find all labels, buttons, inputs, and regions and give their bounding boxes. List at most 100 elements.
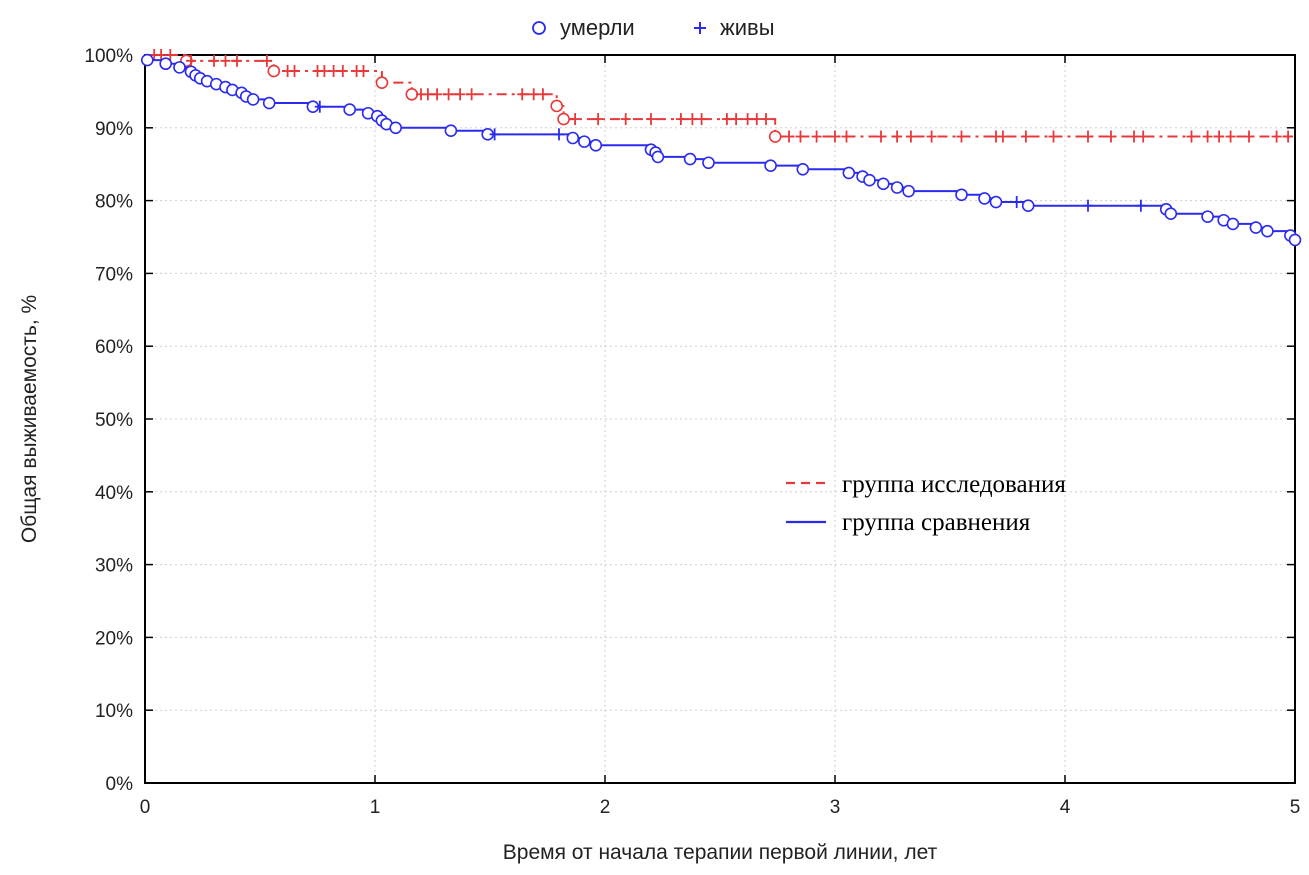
censored-marker <box>570 113 581 126</box>
y-tick-label: 100% <box>84 46 133 67</box>
study-group-legend-label: группа исследования <box>842 471 1066 498</box>
x-axis-ticks: 0 1 2 3 4 5 <box>140 55 1300 818</box>
died-marker <box>796 162 810 176</box>
censored-marker <box>220 54 231 67</box>
grid <box>145 55 1295 783</box>
died-marker <box>890 181 904 194</box>
censored-marker <box>721 113 732 126</box>
censored-marker <box>1011 196 1022 209</box>
died-marker <box>1164 207 1178 221</box>
died-marker <box>702 156 715 170</box>
alive-marker-icon <box>694 22 706 34</box>
censored-marker <box>314 100 325 113</box>
died-marker <box>550 99 564 113</box>
x-tick-label: 3 <box>830 797 841 818</box>
censored-marker <box>926 130 937 143</box>
x-axis-title: Время от начала терапии первой линии, ле… <box>503 841 938 864</box>
comparison-group-legend-label: группа сравнения <box>842 509 1031 536</box>
censored-marker <box>795 130 806 143</box>
died-marker <box>159 57 172 71</box>
y-tick-label: 30% <box>95 556 133 577</box>
died-marker <box>1021 199 1035 212</box>
censored-marker <box>830 130 840 143</box>
series-0 <box>145 49 1295 143</box>
censored-marker <box>528 88 539 101</box>
censored-marker <box>646 113 656 126</box>
censored-marker <box>1283 130 1294 143</box>
y-tick-label: 40% <box>95 483 133 504</box>
censored-marker <box>1214 130 1225 143</box>
censored-marker <box>186 54 196 67</box>
marker-legend: умерли живы <box>532 15 775 40</box>
died-marker <box>1261 224 1274 238</box>
censored-marker <box>443 88 454 101</box>
censored-marker <box>319 65 330 78</box>
y-axis-title: Общая выживаемость, % <box>18 295 41 543</box>
censored-marker <box>261 54 272 67</box>
y-tick-label: 50% <box>95 410 133 431</box>
censored-marker <box>1202 130 1213 143</box>
x-tick-label: 4 <box>1060 797 1071 818</box>
censored-marker <box>156 49 167 61</box>
censored-marker <box>1135 199 1146 212</box>
censored-marker <box>422 88 433 101</box>
died-marker <box>389 121 403 135</box>
censored-marker <box>328 65 339 78</box>
censored-marker <box>905 130 916 143</box>
censored-marker <box>1083 199 1093 212</box>
censored-marker <box>165 49 176 61</box>
y-tick-label: 80% <box>95 192 133 213</box>
censored-marker <box>593 113 604 126</box>
y-tick-label: 90% <box>95 119 133 140</box>
censored-marker <box>466 88 477 101</box>
censored-marker <box>1244 130 1254 143</box>
died-marker <box>267 64 281 78</box>
died-marker <box>876 177 890 191</box>
censored-marker <box>1129 130 1139 143</box>
censored-marker <box>1020 130 1031 143</box>
died-marker <box>902 184 915 198</box>
died-marker <box>955 188 968 202</box>
censored-marker <box>455 88 466 101</box>
died-marker <box>1288 233 1302 247</box>
censored-marker <box>1048 130 1059 143</box>
died-marker <box>768 130 782 143</box>
censored-marker <box>489 128 500 141</box>
censored-marker <box>761 113 771 126</box>
censored-marker <box>1138 130 1149 143</box>
died-marker <box>842 166 856 180</box>
died-marker-icon <box>532 21 546 35</box>
series-layer <box>141 49 1302 247</box>
died-marker <box>683 152 697 166</box>
censored-marker <box>675 113 686 126</box>
died-marker <box>863 173 876 187</box>
line-legend: группа исследования группа сравнения <box>786 471 1066 536</box>
died-marker <box>343 103 357 116</box>
censored-marker <box>554 128 564 141</box>
censored-marker <box>841 130 852 143</box>
censored-marker <box>337 65 348 78</box>
censored-marker <box>1083 130 1093 143</box>
censored-marker <box>1225 130 1236 143</box>
died-marker <box>444 124 458 138</box>
censored-marker <box>232 54 242 67</box>
censored-marker <box>432 88 443 101</box>
died-marker <box>566 131 580 145</box>
died-legend-label: умерли <box>560 15 635 40</box>
died-marker <box>557 112 570 126</box>
censored-marker <box>997 130 1008 143</box>
y-tick-label: 70% <box>95 264 133 285</box>
censored-marker <box>892 130 903 143</box>
died-marker <box>1201 210 1214 223</box>
censored-marker <box>811 130 822 143</box>
y-tick-label: 10% <box>95 701 133 722</box>
alive-legend-label: живы <box>720 15 775 40</box>
died-marker <box>141 53 154 67</box>
censored-marker <box>537 88 548 101</box>
died-marker <box>375 76 389 89</box>
died-marker <box>989 195 1003 209</box>
censored-marker <box>731 113 742 126</box>
censored-marker <box>687 113 698 126</box>
censored-marker <box>1271 130 1282 143</box>
